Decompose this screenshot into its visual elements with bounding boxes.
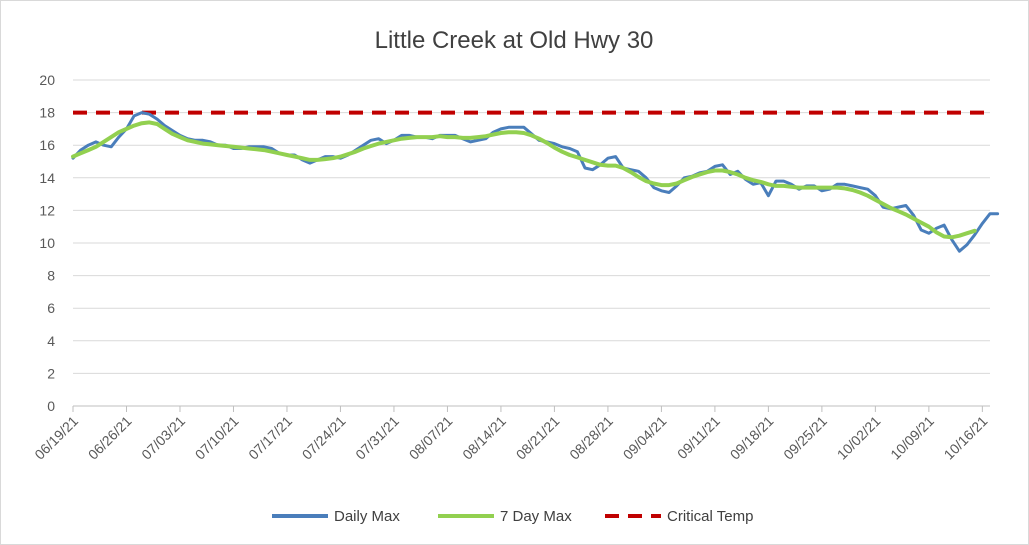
x-tick-label: 07/10/21 <box>192 413 242 463</box>
x-tick-label: 09/11/21 <box>674 413 723 462</box>
y-axis-tick-labels: 0 2 4 6 8 10 12 14 16 18 20 <box>39 72 55 414</box>
x-tick-label: 09/18/21 <box>727 413 777 463</box>
x-tick-label: 07/17/21 <box>245 413 295 463</box>
y-tick-label: 6 <box>47 300 55 316</box>
y-tick-label: 16 <box>39 137 55 153</box>
series-line-daily-max <box>71 111 1000 253</box>
x-tick-label: 08/21/21 <box>513 413 563 463</box>
y-tick-label: 14 <box>39 170 55 186</box>
x-tick-label: 07/31/21 <box>352 413 402 463</box>
x-tick-label: 10/02/21 <box>834 413 884 463</box>
x-tick-label: 08/07/21 <box>406 413 456 463</box>
x-tick-label: 09/25/21 <box>780 413 830 463</box>
y-tick-label: 8 <box>47 268 55 284</box>
chart-title: Little Creek at Old Hwy 30 <box>375 27 654 54</box>
series-line-7-day-max <box>71 120 977 240</box>
x-tick-label: 07/24/21 <box>299 413 349 463</box>
y-tick-label: 18 <box>39 105 55 121</box>
x-tick-label: 06/19/21 <box>31 413 81 463</box>
y-tick-label: 2 <box>47 365 55 381</box>
x-tick-label: 08/28/21 <box>566 413 616 463</box>
x-axis: 06/19/21 06/26/21 07/03/21 07/10/21 07/17/21… <box>31 405 991 463</box>
grid-lines <box>73 79 990 407</box>
y-tick-label: 20 <box>39 72 55 88</box>
x-tick-label: 08/14/21 <box>459 413 509 463</box>
y-tick-label: 0 <box>47 398 55 414</box>
series-lines <box>71 110 1000 253</box>
y-tick-label: 4 <box>47 333 55 349</box>
y-tick-label: 12 <box>39 202 55 218</box>
x-tick-label: 07/03/21 <box>138 413 188 463</box>
legend-label: Critical Temp <box>667 508 753 525</box>
x-tick-label: 10/16/21 <box>941 413 991 463</box>
x-tick-label: 09/04/21 <box>620 413 670 463</box>
x-tick-label: 10/09/21 <box>887 413 937 463</box>
legend-label: Daily Max <box>334 508 400 525</box>
y-tick-label: 10 <box>39 235 55 251</box>
legend-label: 7 Day Max <box>500 508 572 525</box>
legend: Daily Max 7 Day Max Critical Temp <box>272 508 753 525</box>
x-tick-label: 06/26/21 <box>85 413 135 463</box>
